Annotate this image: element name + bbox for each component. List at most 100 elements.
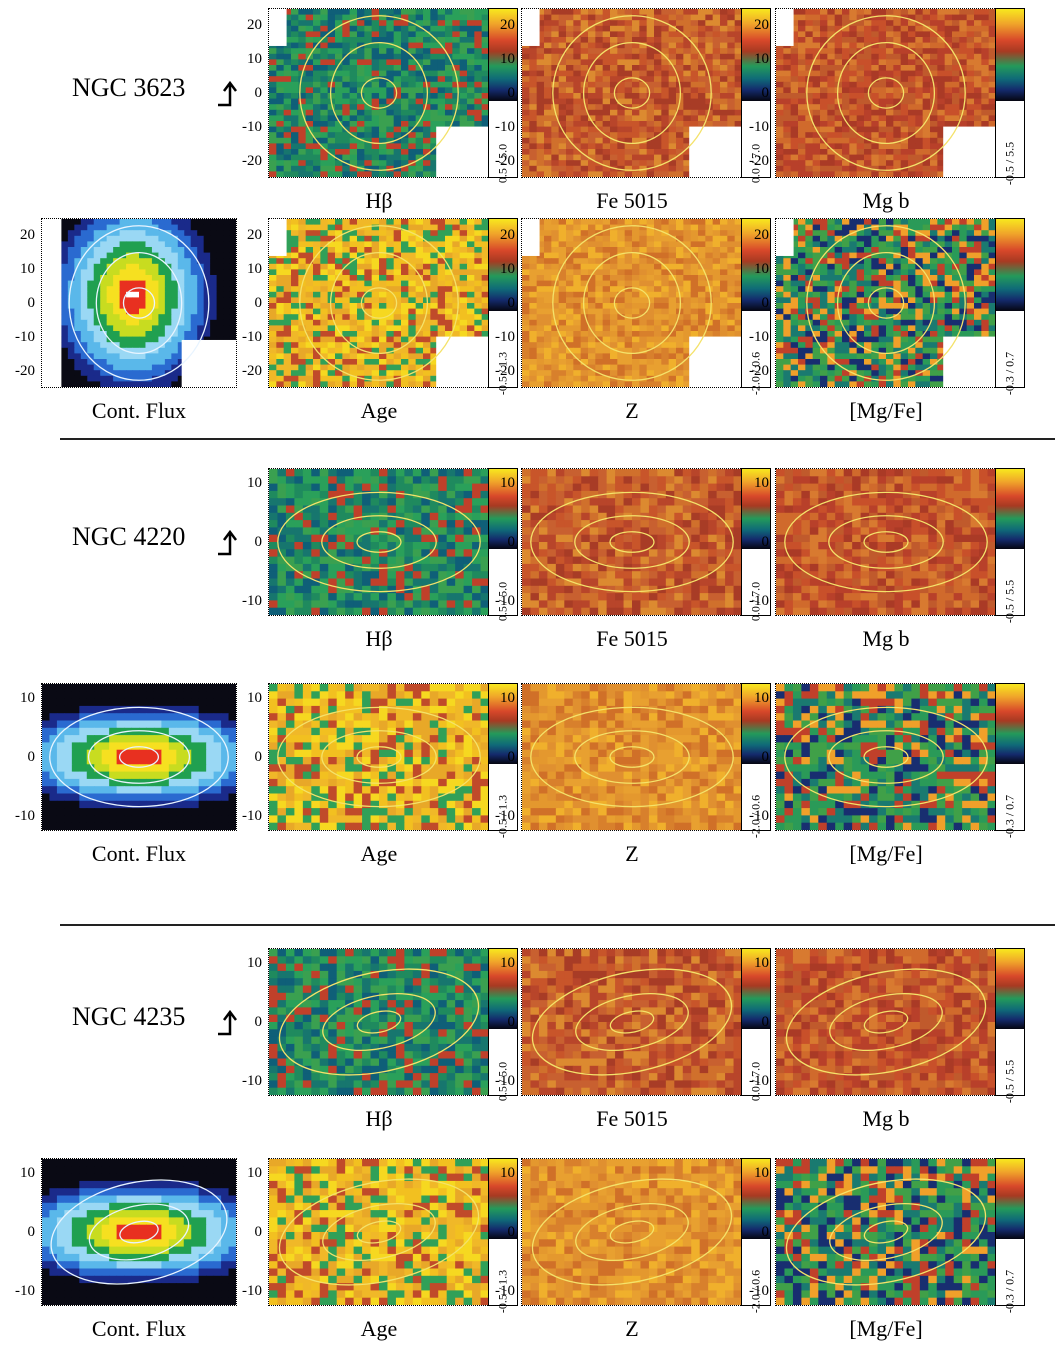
map-hb-g2 xyxy=(268,948,490,1096)
map-flux-g2-map xyxy=(42,1159,236,1305)
colorbar-mgfe-g2-gradient xyxy=(996,1159,1024,1240)
map-flux-g2-ytick: 10 xyxy=(20,1164,35,1181)
map-age-g2-ytick: 0 xyxy=(254,1224,263,1240)
map-mgfe-g1-ytick: 0 xyxy=(761,749,770,765)
map-flux-g0-ytick: -10 xyxy=(15,329,35,345)
colorbar-fe-g1: 0.0 / 7.0 xyxy=(741,468,771,621)
map-z-g1-ytick: 0 xyxy=(507,749,516,765)
map-mgfe-g0-ytick: 0 xyxy=(761,295,770,311)
map-flux-g0-ytick: 10 xyxy=(20,261,35,277)
colorbar-mgfe-g0: -0.3 / 0.7 xyxy=(995,218,1025,395)
galaxy-name: NGC 4220 xyxy=(72,522,186,551)
map-age-g2-ytick: 10 xyxy=(247,1164,262,1181)
map-z-g1-bins xyxy=(522,684,742,830)
colorbar-mgfe-g2-range: -0.3 / 0.7 xyxy=(1002,1269,1017,1314)
colorbar-fe-g0-gradient xyxy=(742,9,770,102)
map-fe-g2-ytick: 0 xyxy=(507,1014,516,1030)
map-fe-g2-ytick: 10 xyxy=(500,954,515,971)
map-flux-g0-isophotes xyxy=(68,225,210,381)
caption-mg-g0: Mg b xyxy=(862,188,910,213)
map-fe-g1 xyxy=(521,468,743,616)
map-hb-g1-ytick: 10 xyxy=(247,474,262,491)
map-age-g1 xyxy=(268,683,490,831)
colorbar-mgfe-g1-range: -0.3 / 0.7 xyxy=(1002,794,1017,839)
map-mg-g0-bins xyxy=(776,9,996,177)
map-age-g1-ytick: 10 xyxy=(247,689,262,706)
map-mgfe-g0-isophotes xyxy=(806,225,966,381)
map-fe-g2 xyxy=(521,948,743,1096)
map-hb-g1-isophotes xyxy=(277,491,481,593)
map-fe-g1-isophotes xyxy=(530,491,734,593)
map-age-g1-bins xyxy=(269,684,489,830)
colorbar-mg-g2-gradient xyxy=(996,949,1024,1030)
map-hb-g1 xyxy=(268,468,490,616)
map-hb-g0 xyxy=(268,8,490,178)
colorbar-mg-g0-gradient xyxy=(996,9,1024,102)
map-mg-g0-ytick: 20 xyxy=(754,17,769,33)
map-mg-g2 xyxy=(775,948,997,1096)
map-z-g0-map xyxy=(522,219,742,387)
map-hb-g0-ytick: 20 xyxy=(247,17,262,33)
map-age-g1-ytick: -10 xyxy=(242,808,262,825)
map-age-g1-ytick: 0 xyxy=(254,749,263,765)
map-hb-g0-ytick: 0 xyxy=(254,85,263,101)
map-mg-g1-ytick: 0 xyxy=(761,534,770,550)
map-fe-g2-isophotes xyxy=(531,968,733,1076)
map-flux-g0-ytick: 0 xyxy=(27,295,36,311)
map-fe-g0-ytick: 0 xyxy=(507,85,516,101)
map-hb-g1-ytick: -10 xyxy=(242,593,262,610)
map-age-g1-map xyxy=(269,684,489,830)
map-mgfe-g1 xyxy=(775,683,997,831)
caption-fe-g1: Fe 5015 xyxy=(596,626,668,651)
map-z-g2-bins xyxy=(522,1159,742,1305)
colorbar-hb-g1: 0.5 / 5.0 xyxy=(488,468,518,621)
map-fe-g0-isophotes xyxy=(552,15,712,171)
colorbar-z-g2-gradient xyxy=(742,1159,770,1240)
map-hb-g2-ytick: 10 xyxy=(247,954,262,971)
map-flux-g1-bins xyxy=(42,684,236,830)
caption-flux-g0: Cont. Flux xyxy=(91,398,187,423)
map-hb-g2-ytick: -10 xyxy=(242,1073,262,1090)
map-mg-g2-map xyxy=(776,949,996,1095)
caption-hb-g0: Hβ xyxy=(365,188,393,213)
map-hb-g0-map xyxy=(269,9,489,177)
map-mgfe-g1-ytick: 10 xyxy=(754,689,769,706)
map-flux-g1 xyxy=(41,683,237,831)
caption-z-g1: Z xyxy=(625,841,639,866)
map-hb-g1-map xyxy=(269,469,489,615)
colorbar-mg-g0-range: -0.5 / 5.5 xyxy=(1002,141,1017,186)
map-mg-g2-ytick: 0 xyxy=(761,1014,770,1030)
map-z-g2-ytick: 10 xyxy=(500,1164,515,1181)
colorbar-age-g2-gradient xyxy=(489,1159,517,1240)
map-mg-g0-ytick: 10 xyxy=(754,51,769,67)
map-hb-g1-ytick: 0 xyxy=(254,534,263,550)
map-flux-g0-bins xyxy=(42,219,236,387)
colorbar-age-g0-gradient xyxy=(489,219,517,312)
map-flux-g1-map xyxy=(42,684,236,830)
map-fe-g1-ytick: 10 xyxy=(500,474,515,491)
map-mg-g1 xyxy=(775,468,997,616)
colorbar-fe-g0: 0.0 / 7.0 xyxy=(741,8,771,183)
caption-age-g2: Age xyxy=(360,1316,398,1341)
colorbar-hb-g2: 0.5 / 5.0 xyxy=(488,948,518,1101)
map-mg-g2-ytick: -10 xyxy=(749,1073,769,1090)
map-age-g0 xyxy=(268,218,490,388)
map-mg-g1-isophotes xyxy=(784,491,988,593)
map-flux-g2-ytick: 0 xyxy=(27,1224,36,1240)
map-age-g1-isophotes xyxy=(277,706,481,808)
map-flux-g0 xyxy=(41,218,237,388)
caption-mgfe-g0: [Mg/Fe] xyxy=(849,398,923,423)
map-mg-g0 xyxy=(775,8,997,178)
map-flux-g0-ytick: -20 xyxy=(15,363,35,379)
caption-mgfe-g1: [Mg/Fe] xyxy=(849,841,923,866)
colorbar-mgfe-g1-gradient xyxy=(996,684,1024,765)
map-mgfe-g0-ytick: -10 xyxy=(749,329,769,345)
map-age-g2-ytick: -10 xyxy=(242,1283,262,1300)
map-z-g1-ytick: -10 xyxy=(495,808,515,825)
map-fe-g0-ytick: -10 xyxy=(495,119,515,135)
map-flux-g1-ytick: 10 xyxy=(20,689,35,706)
map-flux-g2 xyxy=(41,1158,237,1306)
colorbar-mg-g1-range: -0.5 / 5.5 xyxy=(1002,579,1017,624)
map-z-g2-ytick: -10 xyxy=(495,1283,515,1300)
